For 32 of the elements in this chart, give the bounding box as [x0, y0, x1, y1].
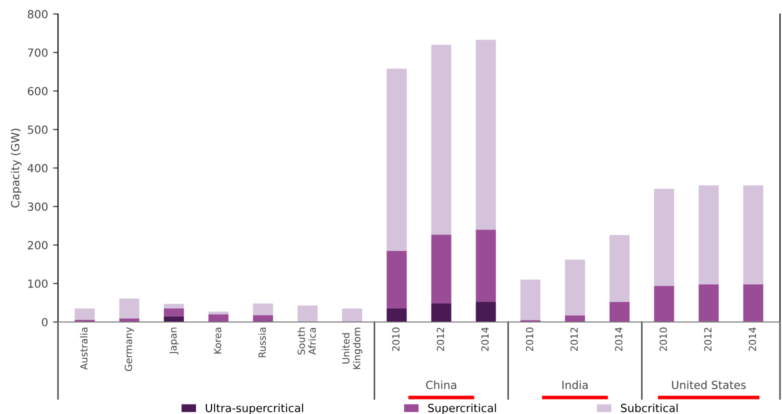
text: United States: [672, 380, 746, 390]
legend-label: Ultra-supercritical: [206, 404, 304, 414]
x-tick-label: 2010: [660, 328, 667, 351]
text: India: [562, 380, 588, 390]
x-tick-label: 2014: [615, 327, 622, 351]
y-tick-label: 400: [28, 164, 48, 172]
y-tick-label: 600: [28, 86, 48, 96]
x-tick-label: 2010: [526, 328, 534, 351]
x-tick-label: 2010: [392, 328, 400, 351]
x-tick-label: 2012: [570, 328, 578, 351]
y-tick-label: 200: [28, 240, 48, 250]
x-tick-label: 2012: [704, 328, 712, 351]
x-tick-label: 2012: [436, 328, 444, 351]
y-tick-label: 100: [28, 279, 48, 288]
y-tick-label: 800: [28, 10, 48, 18]
y-axis-title: Capacity (GW): [10, 128, 22, 208]
x-tick-label: Japan: [169, 328, 179, 354]
text: China: [426, 380, 456, 390]
y-tick-label: 500: [28, 125, 48, 134]
y-tick-label: 300: [28, 202, 48, 211]
y-tick-label: 0: [42, 318, 48, 326]
x-tick-label: 2014: [748, 327, 756, 351]
x-tick-label: Korea: [214, 328, 222, 354]
x-tick-label: Russia: [258, 328, 266, 358]
x-tick-label: Germany: [124, 327, 134, 371]
legend-label: Supercritical: [428, 404, 496, 414]
x-tick-label: United Kingdom: [342, 328, 362, 369]
x-tick-label: Australia: [80, 328, 88, 370]
legend-label: Subcritical: [621, 404, 678, 412]
x-tick-label: South Africa: [297, 328, 316, 355]
y-tick-label: 700: [28, 48, 48, 57]
x-tick-label: 2014: [481, 327, 489, 351]
